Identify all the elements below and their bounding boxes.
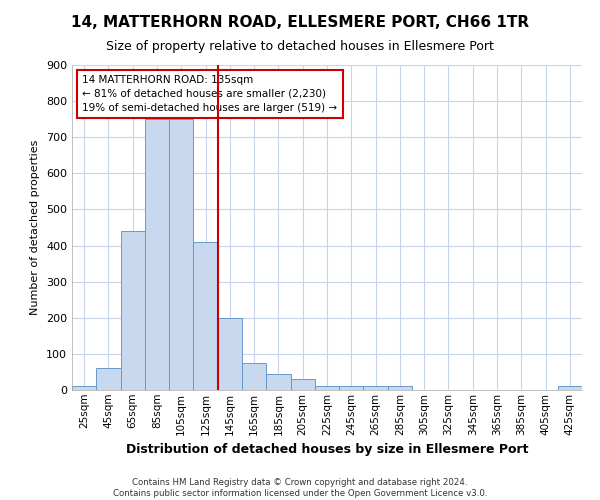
Bar [72, 386, 96, 390]
Text: 14 MATTERHORN ROAD: 135sqm
← 81% of detached houses are smaller (2,230)
19% of s: 14 MATTERHORN ROAD: 135sqm ← 81% of deta… [82, 74, 337, 113]
X-axis label: Distribution of detached houses by size in Ellesmere Port: Distribution of detached houses by size … [126, 443, 528, 456]
Bar [242, 363, 266, 390]
Bar [218, 318, 242, 390]
Bar [96, 368, 121, 390]
Y-axis label: Number of detached properties: Number of detached properties [31, 140, 40, 315]
Text: 14, MATTERHORN ROAD, ELLESMERE PORT, CH66 1TR: 14, MATTERHORN ROAD, ELLESMERE PORT, CH6… [71, 15, 529, 30]
Text: Size of property relative to detached houses in Ellesmere Port: Size of property relative to detached ho… [106, 40, 494, 53]
Bar [193, 242, 218, 390]
Bar [315, 386, 339, 390]
Bar [388, 386, 412, 390]
Bar [290, 379, 315, 390]
Bar [266, 374, 290, 390]
Bar [558, 386, 582, 390]
Bar [145, 119, 169, 390]
Bar [339, 386, 364, 390]
Bar [169, 119, 193, 390]
Text: Contains HM Land Registry data © Crown copyright and database right 2024.
Contai: Contains HM Land Registry data © Crown c… [113, 478, 487, 498]
Bar [121, 231, 145, 390]
Bar [364, 386, 388, 390]
